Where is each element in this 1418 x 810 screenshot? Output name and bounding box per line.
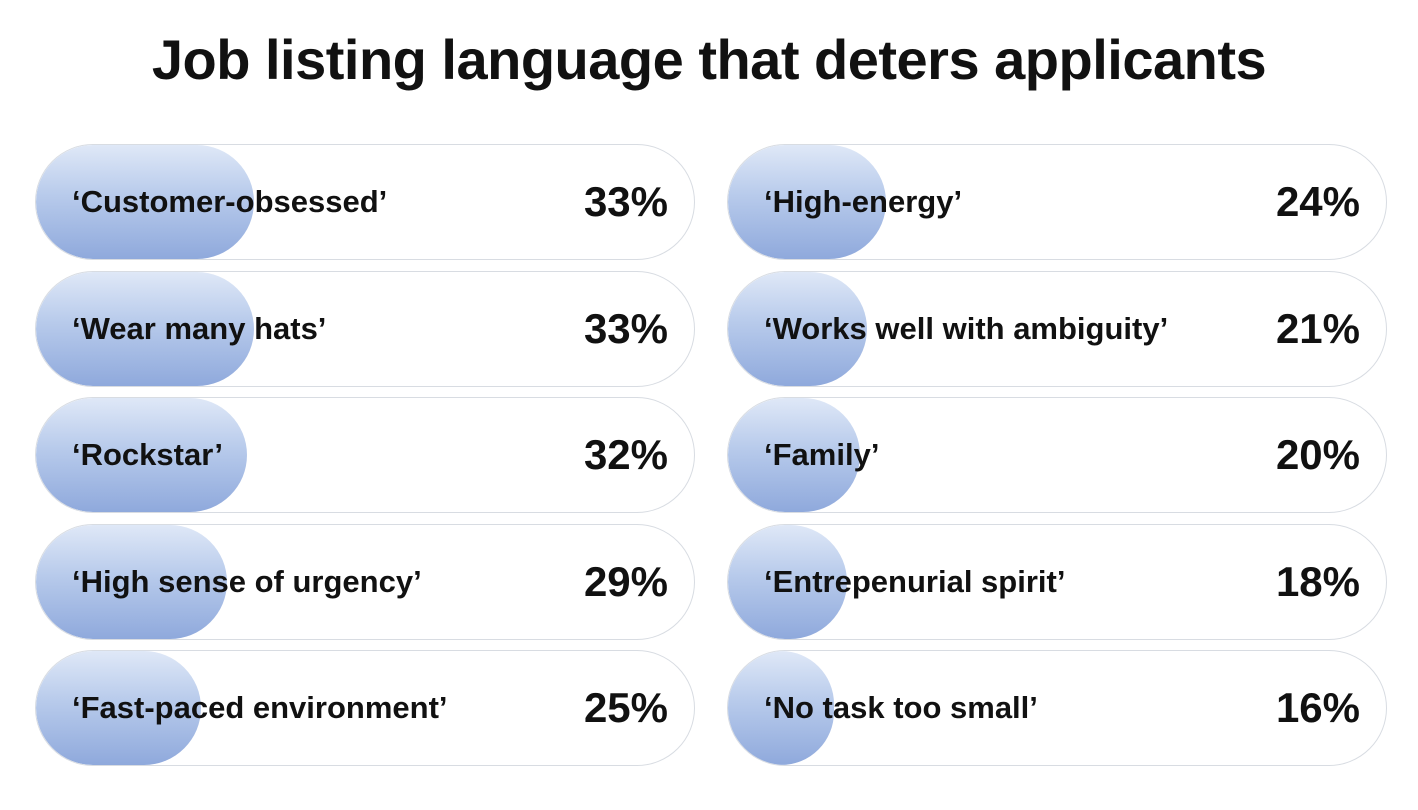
bar-value: 16%	[1275, 684, 1360, 731]
bar-value: 32%	[583, 431, 668, 478]
bar-fill	[36, 145, 254, 259]
bar-label: ‘Wear many hats’	[72, 310, 327, 346]
bar-row-works-well-with-ambiguity: ‘Works well with ambiguity’ 21%	[727, 270, 1387, 387]
bar-label: ‘Entrepenurial spirit’	[764, 563, 1066, 599]
right-bar-column: ‘High-energy’ 24% ‘Works well with ambig…	[727, 144, 1387, 777]
bar-label: ‘Fast-paced environment’	[72, 690, 448, 725]
bar-fill	[36, 651, 201, 765]
bar-row-no-task-too-small: ‘No task too small’ 16%	[727, 650, 1387, 766]
bar-fill	[36, 524, 227, 639]
bar-row-high-energy: ‘High-energy’ 24%	[727, 144, 1387, 260]
bar-label: ‘Works well with ambiguity’	[764, 310, 1169, 346]
bar-row-family: ‘Family’ 20%	[727, 397, 1387, 513]
bar-value: 33%	[583, 178, 668, 225]
bar-value: 18%	[1275, 557, 1360, 605]
bar-value: 29%	[583, 557, 668, 605]
bar-row-rockstar: ‘Rockstar’ 32%	[35, 397, 695, 513]
bar-value: 24%	[1275, 178, 1360, 225]
bar-value: 33%	[583, 304, 668, 352]
bar-fill	[728, 398, 860, 512]
bar-row-customer-obsessed: ‘Customer-obsessed’ 33%	[35, 144, 695, 260]
bar-fill	[728, 271, 867, 386]
bar-fill	[728, 651, 834, 765]
bar-value: 20%	[1275, 431, 1360, 478]
bar-label: ‘High-energy’	[764, 184, 963, 219]
bar-label: ‘Rockstar’	[72, 437, 224, 472]
bar-row-entrepenurial-spirit: ‘Entrepenurial spirit’ 18%	[727, 523, 1387, 640]
bar-value: 25%	[583, 684, 668, 731]
bar-label: ‘Customer-obsessed’	[72, 184, 388, 219]
bar-fill	[728, 145, 886, 259]
bar-fill	[36, 398, 247, 512]
bar-label: ‘High sense of urgency’	[72, 563, 422, 599]
bar-row-fast-paced-environment: ‘Fast-paced environment’ 25%	[35, 650, 695, 766]
bar-label: ‘No task too small’	[764, 690, 1038, 725]
left-bar-column: ‘Customer-obsessed’ 33% ‘Wear many hats’…	[35, 144, 695, 777]
bar-fill	[36, 271, 254, 386]
chart-title: Job listing language that deters applica…	[151, 28, 1267, 91]
bar-row-high-sense-of-urgency: ‘High sense of urgency’ 29%	[35, 523, 695, 640]
bar-fill	[728, 524, 847, 639]
bar-value: 21%	[1275, 304, 1360, 352]
bar-label: ‘Family’	[764, 437, 880, 472]
bar-row-wear-many-hats: ‘Wear many hats’ 33%	[35, 270, 695, 387]
